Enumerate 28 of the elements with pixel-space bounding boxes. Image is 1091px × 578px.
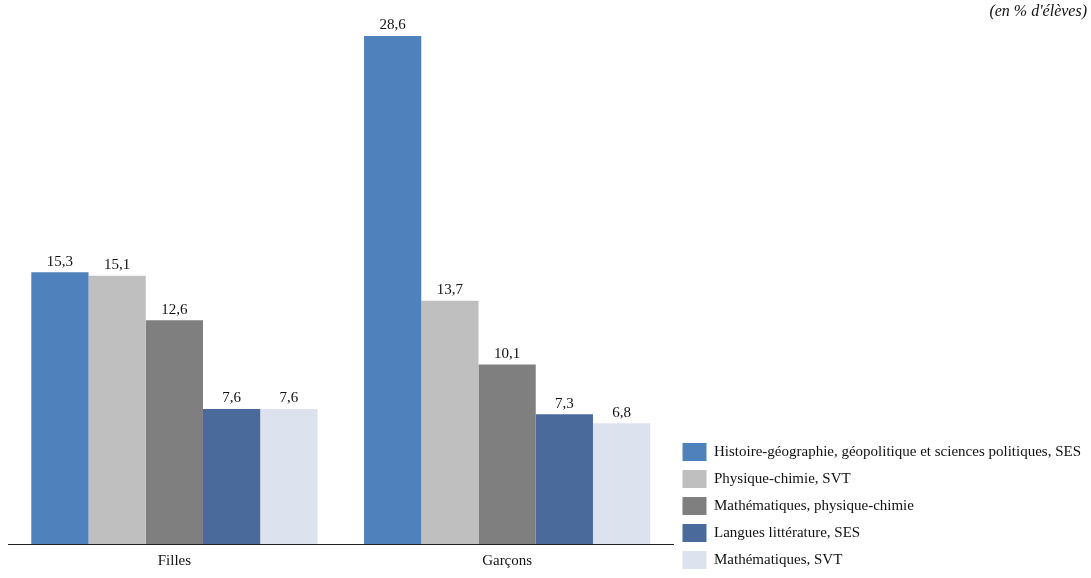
legend-label: Mathématiques, physique-chimie — [714, 496, 915, 513]
data-label: 10,1 — [494, 345, 521, 362]
legend-label: Histoire-géographie, géopolitique et sciences politiques, SES — [714, 442, 1082, 459]
data-label: 15,3 — [46, 252, 74, 269]
bar — [260, 409, 318, 544]
data-label: 7,3 — [554, 394, 574, 411]
data-label: 7,6 — [222, 389, 242, 406]
bar — [202, 409, 261, 544]
data-label: 6,8 — [612, 403, 631, 420]
x-tick-label: Garçons — [482, 551, 533, 568]
legend-label: Physique-chimie, SVT — [714, 469, 851, 486]
bar — [145, 320, 203, 544]
bar — [421, 300, 479, 544]
x-tick-label: Filles — [157, 551, 192, 568]
bar — [535, 414, 593, 544]
bar — [31, 272, 89, 544]
text: (en % d'élèves) — [989, 2, 1087, 20]
bar — [478, 364, 536, 544]
data-label: 7,6 — [279, 389, 299, 406]
data-label: 13,7 — [436, 281, 464, 298]
data-label: 28,6 — [379, 16, 407, 33]
legend-label: Langues littérature, SES — [714, 523, 861, 540]
bar — [88, 275, 146, 544]
data-label: 15,1 — [104, 256, 131, 273]
data-label: 12,6 — [161, 300, 188, 317]
legend-label: Mathématiques, SVT — [714, 550, 843, 567]
bar — [592, 423, 651, 544]
bar — [364, 36, 422, 544]
